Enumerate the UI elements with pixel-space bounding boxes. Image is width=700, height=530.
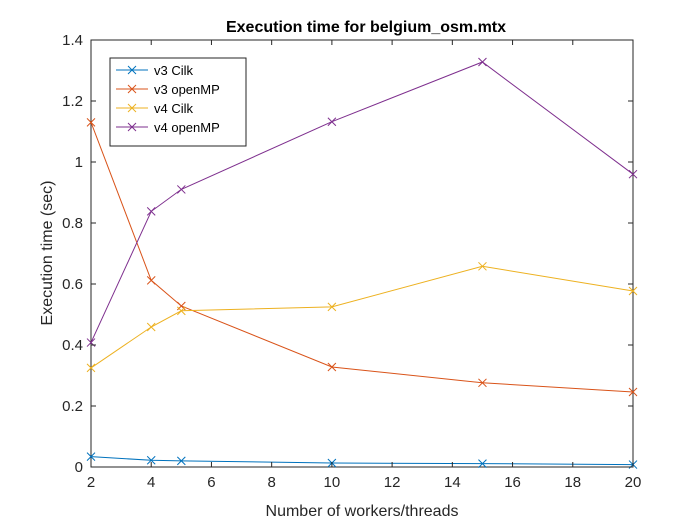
data-point: [86, 117, 96, 127]
legend-label: v3 Cilk: [154, 63, 194, 78]
x-tick-label: 18: [564, 474, 581, 491]
x-tick-label: 8: [267, 474, 275, 491]
y-tick-label: 0.4: [62, 337, 83, 354]
series-line: [90, 61, 634, 343]
y-tick-label: 0.2: [62, 398, 83, 415]
data-point: [478, 378, 487, 388]
y-tick-label: 0.8: [62, 215, 83, 232]
legend-label: v4 Cilk: [154, 101, 194, 116]
y-tick-label: 0.6: [62, 276, 83, 293]
series-line: [90, 456, 634, 466]
data-point: [628, 387, 638, 397]
data-point: [478, 261, 487, 271]
data-point: [86, 452, 96, 461]
data-point: [146, 207, 156, 216]
y-tick-label: 1.4: [62, 32, 83, 49]
y-axis: 0 0.2 0.4 0.6 0.8 1 1.2 1.4: [62, 32, 633, 476]
y-tick-label: 1.2: [62, 93, 83, 110]
chart-title: Execution time for belgium_osm.mtx: [226, 19, 506, 36]
data-point: [146, 322, 156, 332]
y-tick-label: 1: [75, 154, 83, 171]
x-tick-label: 10: [324, 474, 341, 491]
legend: v3 Cilk v3 openMP v4 Cilk v4 openMP: [109, 57, 247, 147]
y-tick-label: 0: [75, 459, 83, 476]
x-tick-label: 14: [444, 474, 461, 491]
data-point: [176, 306, 186, 316]
data-point: [176, 456, 186, 466]
series-line: [90, 265, 634, 369]
legend-box: [109, 57, 247, 147]
x-tick-label: 6: [207, 474, 215, 491]
data-point: [478, 57, 487, 67]
data-point: [628, 169, 638, 179]
legend-entry: v3 Cilk: [116, 63, 194, 78]
x-tick-label: 12: [384, 474, 401, 491]
data-point: [146, 275, 156, 285]
legend-entry: v3 openMP: [116, 82, 220, 97]
legend-label: v3 openMP: [154, 82, 220, 97]
x-tick-label: 16: [504, 474, 521, 491]
data-point: [628, 286, 638, 296]
data-point: [478, 459, 487, 468]
data-point: [86, 363, 96, 373]
series-v4-cilk: [86, 261, 638, 373]
series-line: [90, 122, 634, 393]
series-layer: [86, 57, 638, 469]
x-tick-label: 2: [87, 474, 95, 491]
x-axis: 2 4 6 8 10 12 14 16 18 20: [87, 40, 642, 491]
legend-marker: [127, 122, 137, 132]
x-tick-label: 4: [147, 474, 155, 491]
data-point: [176, 185, 186, 194]
series-v4-openmp: [86, 57, 638, 347]
legend-marker: [127, 84, 137, 94]
legend-marker: [127, 65, 137, 75]
data-point: [327, 362, 337, 372]
legend-marker: [127, 103, 137, 113]
x-tick-label: 20: [625, 474, 642, 491]
legend-label: v4 openMP: [154, 120, 220, 135]
data-point: [146, 455, 156, 465]
data-point: [327, 302, 337, 312]
data-point: [327, 117, 337, 127]
x-axis-label: Number of workers/threads: [266, 503, 459, 520]
legend-entry: v4 openMP: [116, 120, 220, 135]
y-axis-label: Execution time (sec): [39, 181, 56, 326]
legend-entry: v4 Cilk: [116, 101, 194, 116]
series-v3-openmp: [86, 117, 638, 397]
